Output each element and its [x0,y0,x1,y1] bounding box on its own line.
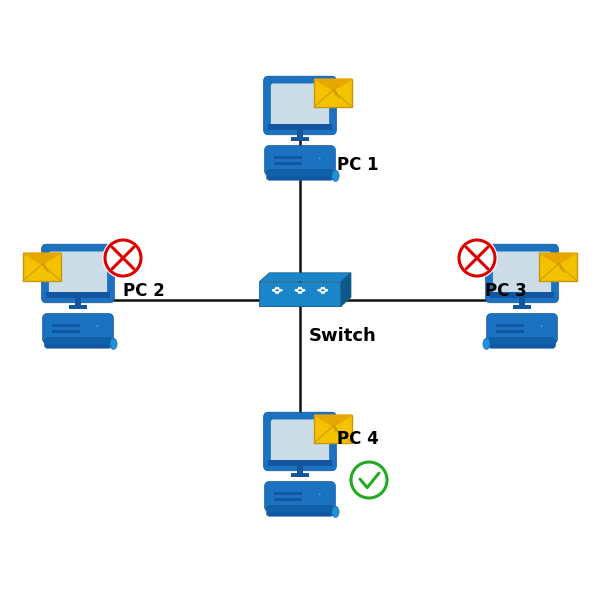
Circle shape [459,240,495,276]
Bar [314,79,352,107]
Ellipse shape [332,170,339,182]
Circle shape [317,156,322,160]
Bar [297,466,303,473]
Polygon shape [259,297,351,306]
Bar [490,292,554,298]
Polygon shape [341,273,351,306]
Polygon shape [539,253,577,264]
FancyBboxPatch shape [263,76,337,135]
FancyBboxPatch shape [44,337,112,348]
Polygon shape [259,273,351,282]
FancyBboxPatch shape [43,314,113,344]
Bar [268,460,332,466]
Bar [47,345,109,348]
Text: Switch: Switch [309,327,377,345]
Bar [269,177,331,180]
Bar [297,130,303,137]
Bar [539,253,577,281]
Text: PC 2: PC 2 [123,282,165,300]
Bar [269,513,331,516]
FancyBboxPatch shape [265,482,335,512]
FancyBboxPatch shape [271,83,329,127]
FancyBboxPatch shape [49,251,107,295]
Bar [46,292,110,298]
FancyBboxPatch shape [265,146,335,176]
Text: PC 4: PC 4 [337,430,379,448]
FancyBboxPatch shape [263,412,337,471]
Bar [52,331,80,333]
Bar [52,324,80,327]
Circle shape [105,240,141,276]
FancyBboxPatch shape [266,169,334,180]
Bar [291,137,309,140]
Bar [496,331,524,333]
Circle shape [103,237,144,278]
Bar [23,253,61,281]
Bar [491,345,553,348]
Bar [513,305,531,308]
Circle shape [457,237,498,278]
FancyBboxPatch shape [488,337,556,348]
FancyBboxPatch shape [485,244,559,303]
Bar [274,156,302,159]
Circle shape [317,492,322,496]
Bar [274,499,302,501]
Bar [519,298,525,305]
FancyBboxPatch shape [266,505,334,516]
Polygon shape [23,253,61,264]
Bar [75,298,81,305]
Bar [314,415,352,443]
Circle shape [351,462,387,498]
FancyBboxPatch shape [271,419,329,463]
Bar [268,124,332,130]
Bar [496,324,524,327]
Polygon shape [314,79,352,90]
FancyBboxPatch shape [487,314,557,344]
Circle shape [539,324,544,328]
Bar [291,473,309,476]
FancyBboxPatch shape [41,244,115,303]
Ellipse shape [110,338,117,350]
Ellipse shape [483,338,490,350]
Bar [274,163,302,165]
Bar [274,492,302,495]
FancyBboxPatch shape [493,251,551,295]
Bar [259,282,341,306]
Text: PC 1: PC 1 [337,156,379,174]
Ellipse shape [332,506,339,518]
Circle shape [348,460,390,500]
Polygon shape [314,415,352,426]
Text: PC 3: PC 3 [485,282,527,300]
Bar [69,305,87,308]
Circle shape [95,324,100,328]
